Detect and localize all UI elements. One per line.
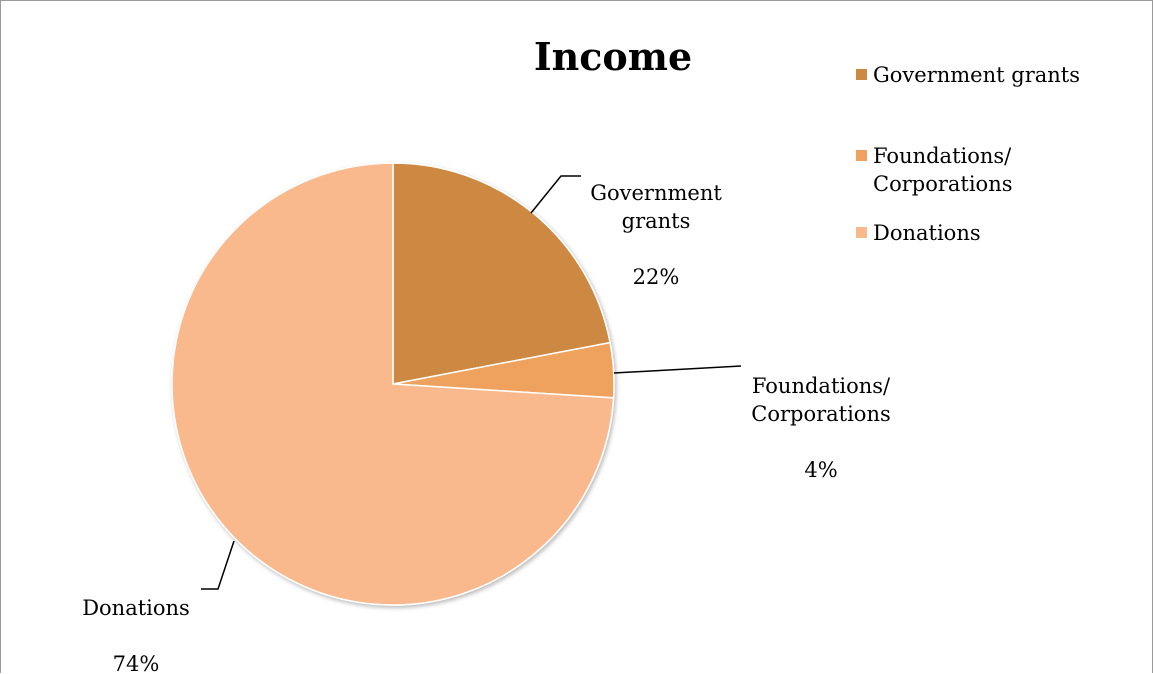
slice-percent-government-grants: 22%	[632, 265, 680, 289]
leader-line-foundations-corporations	[613, 365, 742, 374]
legend-item-government-grants: Government grants	[856, 61, 1080, 89]
pie-slice-government-grants	[392, 162, 611, 385]
legend-label-donations: Donations	[873, 221, 981, 245]
slice-label-government-grants: Government grants 22%	[561, 151, 751, 291]
slice-percent-donations: 74%	[112, 652, 160, 673]
legend-swatch-government-grants	[856, 69, 867, 80]
slice-label-donations: Donations 74%	[61, 566, 211, 673]
legend-item-foundations-corporations: Foundations/ Corporations	[856, 142, 1013, 198]
chart-title: Income	[533, 34, 693, 79]
slice-label-foundations-corporations: Foundations/ Corporations 4%	[731, 344, 911, 484]
leader-line-donations	[201, 540, 235, 590]
legend-swatch-foundations-corporations	[856, 150, 867, 161]
leader-line-government-grants	[530, 175, 581, 214]
legend-item-donations: Donations	[856, 219, 981, 247]
pie-slices	[171, 162, 615, 606]
legend-label-government-grants: Government grants	[873, 63, 1080, 87]
pie-slice-donations	[171, 162, 615, 606]
legend-swatch-donations	[856, 227, 867, 238]
slice-name-foundations-corporations: Foundations/ Corporations	[751, 374, 891, 426]
legend-label-foundations-corporations: Foundations/ Corporations	[873, 144, 1013, 196]
slice-name-government-grants: Government grants	[590, 181, 722, 233]
slice-name-donations: Donations	[82, 596, 190, 620]
slice-percent-foundations-corporations: 4%	[804, 458, 838, 482]
